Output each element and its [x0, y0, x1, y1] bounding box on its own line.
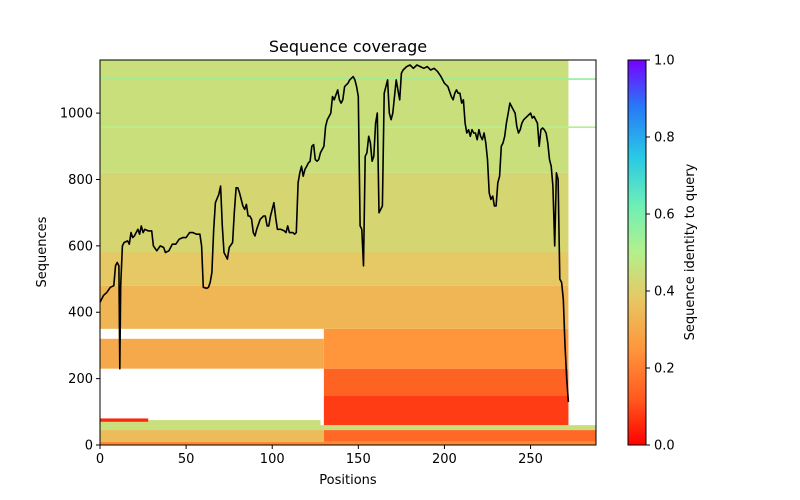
x-tick-label: 100: [260, 452, 285, 467]
y-tick-label: 400: [68, 306, 93, 321]
heatmap-block-15: [100, 126, 596, 129]
plot-area: [100, 60, 596, 445]
colorbar: [627, 59, 647, 446]
colorbar-tick-label: 0.4: [654, 285, 675, 300]
heatmap-block-11: [100, 252, 569, 286]
chart-title: Sequence coverage: [269, 37, 427, 56]
heatmap-block-6: [323, 395, 569, 426]
heatmap-block-3: [100, 425, 596, 431]
y-tick-label: 800: [68, 173, 93, 188]
identity-heatmap: [100, 60, 596, 445]
heatmap-block-5: [100, 418, 149, 422]
colorbar-label: Sequence identity to query: [683, 163, 698, 340]
heatmap-block-0: [100, 441, 596, 445]
heatmap-block-10: [100, 285, 569, 329]
x-tick-label: 200: [432, 452, 457, 467]
colorbar-tick-label: 0.8: [654, 131, 675, 146]
x-tick-label: 250: [518, 452, 543, 467]
heatmap-block-8: [100, 338, 324, 369]
x-axis-label: Positions: [319, 473, 377, 488]
heatmap-block-4: [100, 420, 321, 426]
x-axis-ticks: 0 50 100 150 200 250: [96, 445, 543, 467]
heatmap-block-13: [100, 60, 569, 173]
heatmap-block-1: [100, 430, 324, 442]
x-tick-label: 150: [346, 452, 371, 467]
heatmap-block-7: [323, 368, 569, 396]
plot-frame: [99, 59, 597, 446]
y-axis-ticks: 0 200 400 600 800 1000: [60, 107, 100, 454]
y-tick-label: 600: [68, 239, 93, 254]
coverage-line-group: [100, 64, 570, 402]
y-tick-label: 0: [85, 439, 93, 454]
colorbar-tick-label: 0.2: [654, 362, 675, 377]
colorbar-tick-label: 1.0: [654, 54, 675, 69]
colorbar-ticks: 0.0 0.2 0.4 0.6 0.8 1.0: [646, 54, 675, 454]
y-axis-label: Sequences: [35, 216, 50, 287]
x-tick-label: 50: [178, 452, 195, 467]
heatmap-block-14: [100, 78, 596, 80]
x-tick-label: 0: [96, 452, 104, 467]
heatmap-block-9: [323, 328, 569, 369]
colorbar-tick-label: 0.6: [654, 208, 675, 223]
y-tick-label: 200: [68, 372, 93, 387]
heatmap-block-12: [100, 172, 569, 253]
y-tick-label: 1000: [60, 107, 93, 122]
heatmap-block-2: [323, 430, 596, 442]
colorbar-tick-label: 0.0: [654, 439, 675, 454]
coverage-line: [100, 64, 570, 402]
